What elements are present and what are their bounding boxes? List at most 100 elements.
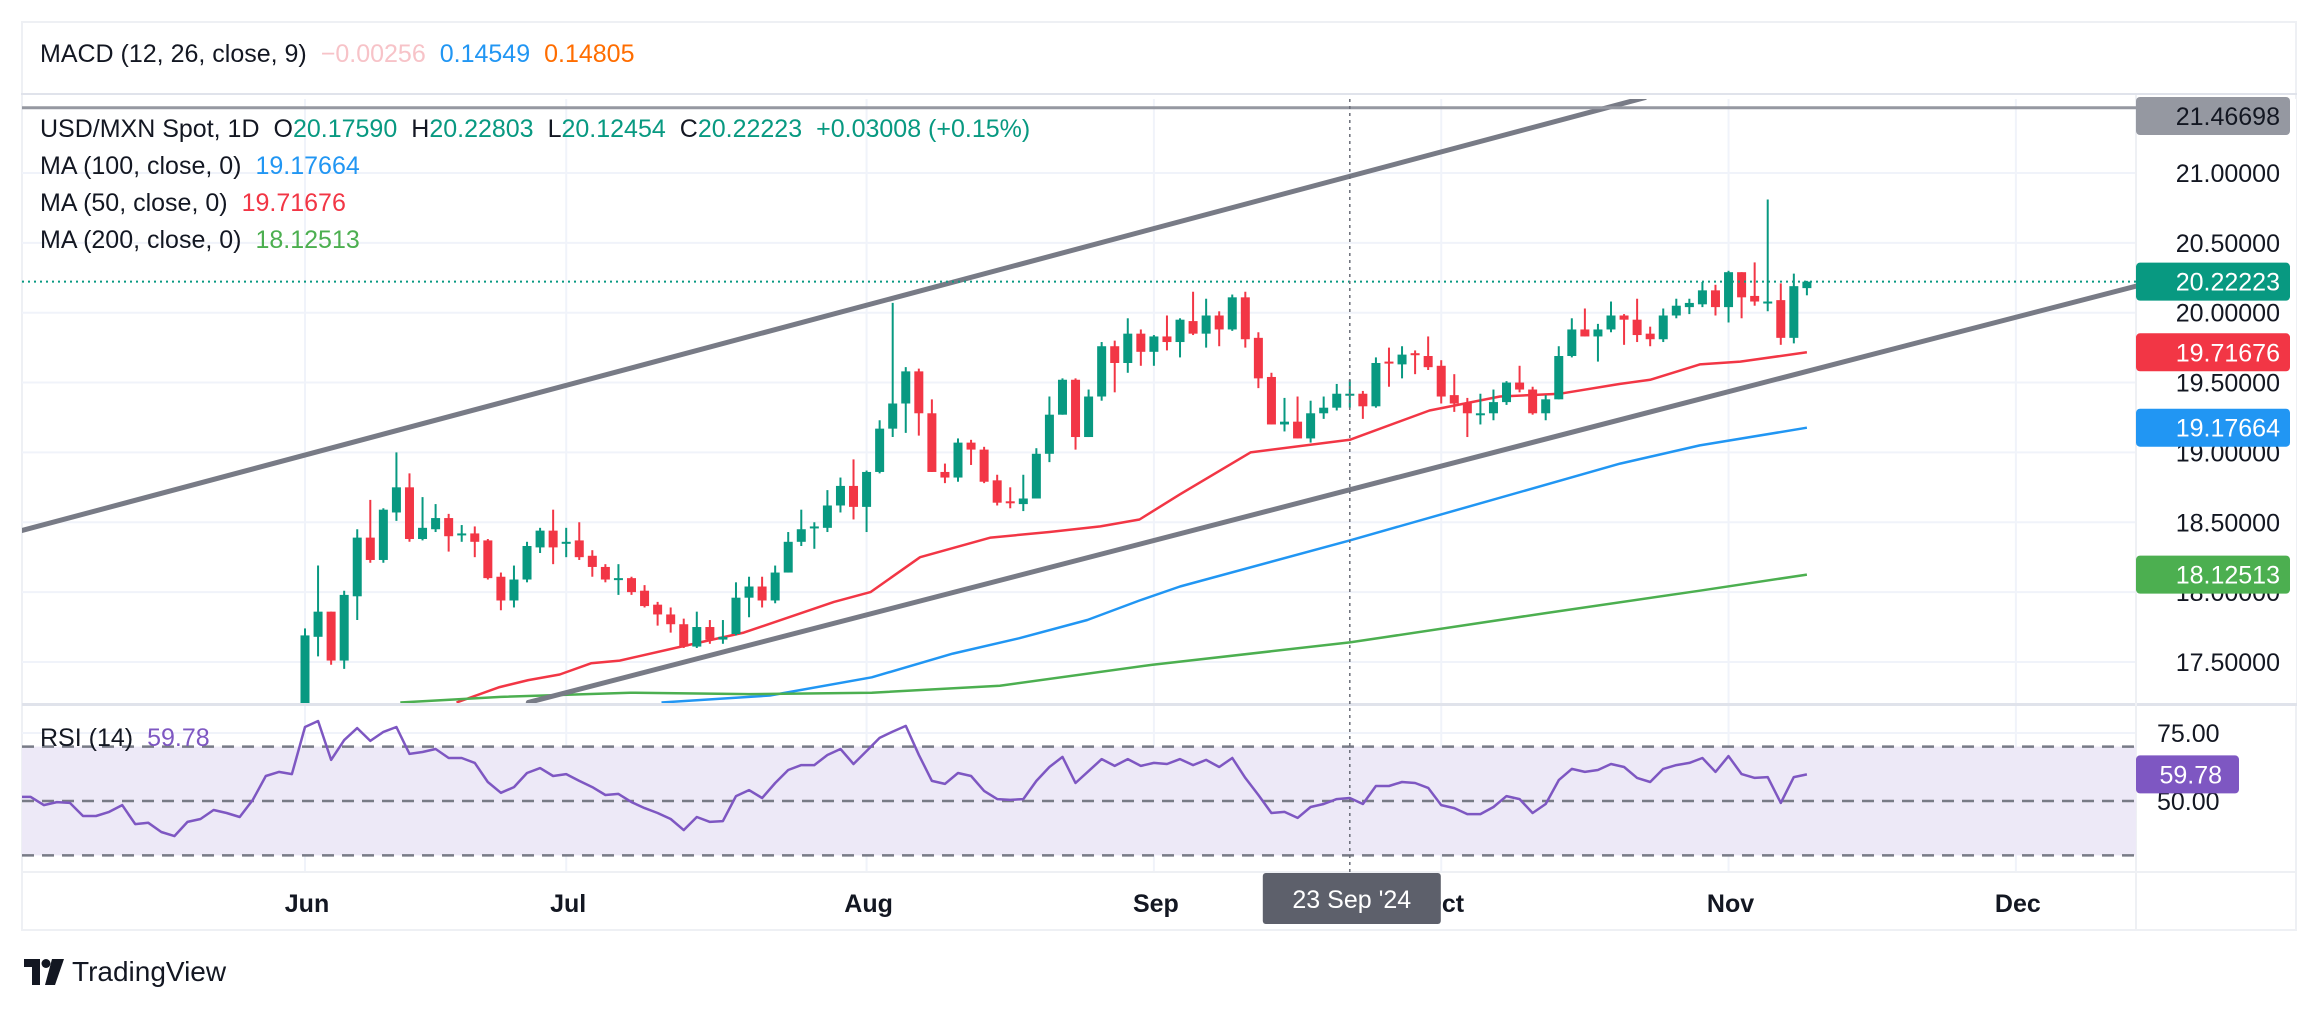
candle-body <box>1710 290 1720 308</box>
candle-up <box>535 527 545 553</box>
candle-body <box>1515 382 1525 390</box>
candle-down <box>496 572 506 611</box>
candle-down <box>365 499 375 563</box>
candle-body <box>1175 319 1185 343</box>
candle-body <box>1084 396 1094 438</box>
macd-legend-label: MACD (12, 26, close, 9) <box>40 40 307 68</box>
candle-body <box>927 413 937 472</box>
price-axis[interactable]: 17.5000018.0000018.5000019.0000019.50000… <box>2136 97 2296 816</box>
candle-body <box>1214 315 1224 330</box>
candle-body <box>1358 393 1368 407</box>
rsi-legend[interactable]: RSI (14) 59.78 <box>40 724 210 753</box>
candle-body <box>1240 297 1250 340</box>
candle-body <box>1227 297 1237 330</box>
candle-up <box>731 582 741 636</box>
candle-body <box>365 537 375 560</box>
candle-body <box>809 526 819 529</box>
time-label-jul: Jul <box>550 890 586 918</box>
candle-body <box>313 611 323 637</box>
candle-body <box>1005 501 1015 504</box>
candle-down <box>1358 390 1368 419</box>
candle-body <box>431 518 441 530</box>
candle-down <box>757 576 767 608</box>
candle-body <box>653 604 663 615</box>
trendlines[interactable] <box>22 98 2136 703</box>
candle-body <box>1136 333 1146 352</box>
crosshair-and-price-lines <box>22 99 2136 872</box>
candle-body <box>1671 305 1681 316</box>
candle-up <box>822 490 832 533</box>
candle-body <box>705 627 715 640</box>
time-label-nov: Nov <box>1707 890 1754 918</box>
candle-down <box>326 611 336 665</box>
candle-up <box>770 565 780 604</box>
candle-up <box>457 525 467 542</box>
tradingview-logo[interactable]: TradingView <box>24 956 226 988</box>
candle-up <box>862 470 872 533</box>
candle-body <box>483 540 493 579</box>
rsi-tag-label: 59.78 <box>2159 761 2222 789</box>
candle-body <box>548 530 558 548</box>
candle-body <box>875 428 885 472</box>
candle-body <box>940 471 950 478</box>
rsi-pane[interactable] <box>18 719 2136 857</box>
ma200-legend[interactable]: MA (200, close, 0) 18.12513 <box>40 226 360 255</box>
candle-body <box>1018 498 1028 505</box>
price-tag-bg <box>2136 555 2290 594</box>
macd-legend[interactable]: MACD (12, 26, close, 9) −0.00256 0.14549… <box>40 40 634 69</box>
ma-line-ma50 <box>456 351 1808 703</box>
macd-histogram-value: −0.00256 <box>320 40 426 68</box>
macd-pane[interactable] <box>21 21 2297 95</box>
candle-body <box>1332 393 1342 408</box>
candle-body <box>1606 315 1616 330</box>
close-label: C <box>679 115 698 143</box>
candle-up <box>1789 273 1799 344</box>
price-tick-label: 19.50000 <box>2176 370 2280 398</box>
rsi-line <box>22 719 1808 838</box>
candle-up <box>1541 395 1551 421</box>
candle-up <box>613 564 623 595</box>
macd-signal-value: 0.14805 <box>544 40 635 68</box>
price-tick-label: 17.50000 <box>2176 649 2280 677</box>
price-tag-label: 19.17664 <box>2176 415 2280 443</box>
candle-body <box>640 590 650 607</box>
candle-body <box>627 578 636 593</box>
candle-body <box>1528 389 1538 414</box>
ma100-legend[interactable]: MA (100, close, 0) 19.17664 <box>40 152 360 181</box>
ma100-value: 19.17664 <box>255 152 360 180</box>
candle-up <box>1097 342 1107 401</box>
candle-body <box>1789 286 1799 338</box>
rsi-band <box>22 746 2136 856</box>
candle-up <box>1593 323 1603 362</box>
rsi-tag-bg <box>2136 755 2239 794</box>
candle-body <box>1162 336 1172 343</box>
candle-body <box>300 635 310 703</box>
candle-body <box>1567 329 1577 357</box>
ohlc-high: H20.22803 <box>411 115 533 144</box>
ma50-legend[interactable]: MA (50, close, 0) 19.71676 <box>40 189 346 218</box>
candle-body <box>1266 376 1276 425</box>
candle-up <box>1658 308 1668 343</box>
candle-body <box>418 527 428 540</box>
trendline-channel-upper[interactable] <box>22 98 1647 534</box>
candle-body <box>561 541 571 544</box>
candle-body <box>1293 421 1303 439</box>
candle-down <box>1005 487 1015 509</box>
candle-down <box>1071 378 1081 450</box>
candle-down <box>1423 336 1433 370</box>
candle-up <box>1475 393 1485 425</box>
candle-down <box>1462 397 1472 438</box>
candle-up <box>1371 357 1381 408</box>
trendline-channel-lower[interactable] <box>525 283 2136 703</box>
candle-body <box>1397 354 1407 365</box>
candle-down <box>600 564 610 583</box>
candle-down <box>1136 329 1146 366</box>
candle-down <box>979 446 989 484</box>
candle-body <box>849 485 859 507</box>
tradingview-logo-icon <box>24 959 64 985</box>
rsi-label: RSI (14) <box>40 724 134 752</box>
symbol-legend[interactable]: USD/MXN Spot, 1D O20.17590 H20.22803 L20… <box>40 115 1030 144</box>
candle-body <box>731 597 741 635</box>
